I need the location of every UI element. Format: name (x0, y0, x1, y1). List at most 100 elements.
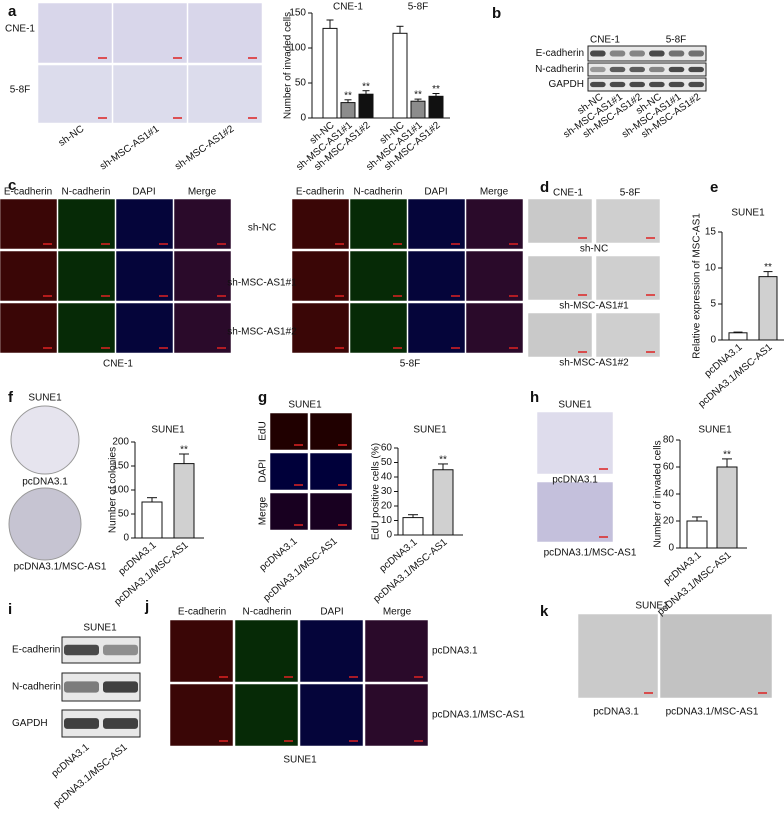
panel-letter: h (530, 389, 539, 406)
blot-band (64, 718, 99, 729)
row-label: sh-NC (248, 223, 276, 234)
blot-band (668, 81, 685, 88)
y-tick-label: 0 (300, 113, 306, 124)
bar (392, 32, 408, 119)
blot-band (590, 66, 606, 73)
bar (428, 95, 444, 119)
blot-band (668, 50, 685, 57)
row-label: N-cadherin (535, 64, 584, 75)
fluorescence-image (115, 198, 174, 250)
row-label: Merge (258, 496, 269, 525)
y-tick-label: 5 (710, 299, 716, 310)
bar (340, 102, 356, 119)
fluorescence-image (269, 452, 309, 491)
bar (173, 463, 195, 539)
fluorescence-image (349, 198, 408, 250)
fluorescence-image (0, 198, 58, 250)
column-header: Merge (480, 187, 509, 198)
group-label: 5-8F (408, 2, 429, 13)
fluorescence-image (173, 198, 232, 250)
column-label: sh-MSC-AS1#2 (173, 123, 237, 172)
blot-band (590, 50, 606, 57)
y-tick-label: 100 (289, 43, 306, 54)
fluorescence-image (291, 198, 350, 250)
significance-mark: ** (764, 262, 772, 273)
transwell-image (37, 64, 113, 124)
row-label: sh-NC (580, 244, 608, 255)
fluorescence-image (465, 198, 524, 250)
bar (758, 276, 778, 341)
chart-title: SUNE1 (413, 425, 447, 436)
blot-band (668, 66, 685, 73)
fluorescence-image (173, 250, 232, 302)
column-label: sh-MSC-AS1#1 (98, 123, 162, 172)
panel-letter: g (258, 389, 267, 406)
fluorescence-image (309, 492, 353, 531)
y-tick-label: 0 (123, 533, 129, 544)
blot-band (609, 66, 626, 73)
colony-dish (8, 487, 82, 561)
blot-band (688, 50, 704, 57)
y-tick-label: 80 (663, 435, 675, 446)
row-label: sh-MSC-AS1#2 (559, 358, 629, 369)
blot-band (688, 66, 704, 73)
brightfield-image (527, 255, 593, 301)
column-header: E-cadherin (178, 607, 226, 618)
fluorescence-image (269, 492, 309, 531)
fluorescence-image (465, 250, 524, 302)
fluorescence-image (234, 619, 299, 683)
bar (141, 501, 163, 539)
row-label: GAPDH (12, 718, 48, 729)
y-tick-label: 100 (112, 485, 129, 496)
row-label: pcDNA3.1 (432, 646, 478, 657)
transwell-image (536, 411, 614, 475)
panel-letter: i (8, 601, 12, 618)
blot-band (103, 644, 138, 656)
y-tick-label: 0 (386, 530, 392, 541)
row-label: EdU (258, 421, 269, 440)
y-tick-label: 50 (118, 509, 130, 520)
y-tick-label: 40 (381, 472, 393, 483)
panel-letter: f (8, 389, 14, 406)
column-label: pcDNA3.1/MSC-AS1 (261, 536, 340, 604)
fluorescence-image (173, 302, 232, 354)
fluorescence-image (0, 302, 58, 354)
fluorescence-image (269, 412, 309, 451)
chart-title: SUNE1 (731, 208, 765, 219)
y-tick-label: 20 (381, 501, 393, 512)
group-label: 5-8F (666, 35, 687, 46)
column-header: N-cadherin (354, 187, 403, 198)
significance-mark: ** (414, 90, 422, 101)
y-tick-label: 30 (381, 486, 393, 497)
column-label: sh-NC (57, 124, 87, 149)
transwell-image (112, 2, 188, 64)
group-label: CNE-1 (333, 2, 363, 13)
image-label: pcDNA3.1/MSC-AS1 (666, 707, 759, 718)
significance-mark: ** (362, 81, 370, 92)
y-tick-label: 10 (381, 515, 393, 526)
y-tick-label: 10 (705, 263, 717, 274)
fluorescence-image (169, 619, 234, 683)
y-tick-label: 60 (663, 462, 675, 473)
column-header: N-cadherin (243, 607, 292, 618)
panel-letter: d (540, 179, 549, 196)
cell-line-label: SUNE1 (288, 400, 322, 411)
row-label: sh-MSC-AS1#1 (227, 278, 297, 289)
blot-band (629, 66, 645, 73)
fluorescence-image (291, 302, 350, 354)
blot-band (590, 81, 606, 88)
bar (716, 466, 738, 549)
blot-band (103, 681, 138, 693)
column-header: Merge (383, 607, 412, 618)
panel-letter: a (8, 3, 17, 20)
significance-mark: ** (180, 445, 188, 456)
row-label: E-cadherin (12, 645, 60, 656)
chart-title: SUNE1 (151, 425, 185, 436)
blot-band (649, 50, 665, 57)
bar (322, 27, 338, 119)
colony-dish (10, 405, 80, 475)
y-tick-label: 0 (668, 543, 674, 554)
transwell-image (187, 2, 263, 64)
fluorescence-image (349, 302, 408, 354)
blot-band (649, 66, 665, 73)
